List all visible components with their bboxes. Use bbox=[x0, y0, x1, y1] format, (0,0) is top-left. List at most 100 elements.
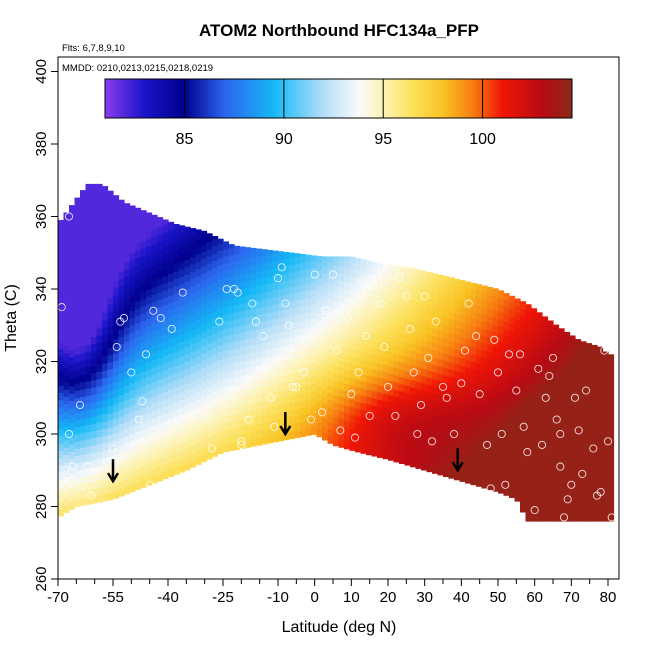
heatmap-cell bbox=[509, 417, 516, 426]
heatmap-cell bbox=[250, 402, 257, 411]
heatmap-cell bbox=[608, 426, 615, 435]
heatmap-cell bbox=[217, 417, 224, 425]
sample-point bbox=[603, 437, 613, 446]
heatmap-cell bbox=[553, 448, 560, 457]
heatmap-cell bbox=[602, 376, 609, 384]
heatmap-cell bbox=[118, 423, 125, 432]
heatmap-cell bbox=[349, 305, 356, 314]
heatmap-cell bbox=[168, 382, 175, 390]
heatmap-cell bbox=[184, 281, 191, 290]
heatmap-cell bbox=[437, 279, 444, 287]
heatmap-cell bbox=[184, 317, 191, 326]
heatmap-cell bbox=[410, 372, 417, 381]
heatmap-cell bbox=[448, 449, 455, 457]
heatmap-cell bbox=[531, 368, 538, 377]
heatmap-cell bbox=[487, 380, 494, 389]
heatmap-cell bbox=[415, 287, 422, 295]
heatmap-cell bbox=[476, 370, 483, 379]
heatmap-cell bbox=[91, 488, 98, 497]
heatmap-cell bbox=[448, 282, 455, 291]
heatmap-cell bbox=[531, 376, 538, 384]
heatmap-cell bbox=[91, 263, 98, 272]
heatmap-cell bbox=[63, 367, 70, 376]
heatmap-cell bbox=[360, 330, 367, 338]
sample-point bbox=[284, 321, 294, 330]
heatmap-cell bbox=[503, 488, 510, 496]
heatmap-cell bbox=[201, 338, 208, 347]
heatmap-cell bbox=[553, 477, 560, 486]
heatmap-cell bbox=[135, 388, 142, 396]
heatmap-cell bbox=[283, 345, 290, 354]
sample-point bbox=[347, 390, 356, 399]
heatmap-cell bbox=[245, 382, 252, 390]
heatmap-cell bbox=[289, 315, 296, 324]
heatmap-cell bbox=[360, 308, 367, 317]
heatmap-cell bbox=[371, 434, 378, 442]
sample-point bbox=[534, 364, 543, 373]
heatmap-cell bbox=[294, 292, 301, 301]
heatmap-cell bbox=[85, 206, 92, 215]
heatmap-cell bbox=[338, 258, 345, 267]
heatmap-cell bbox=[344, 376, 351, 385]
heatmap-cell bbox=[481, 458, 488, 467]
heatmap-cell bbox=[564, 463, 571, 471]
heatmap-cell bbox=[278, 339, 285, 347]
heatmap-cell bbox=[300, 378, 307, 387]
heatmap-cell bbox=[157, 466, 164, 475]
heatmap-cell bbox=[162, 275, 169, 284]
heatmap-cell bbox=[212, 449, 219, 457]
heatmap-cell bbox=[168, 425, 175, 434]
heatmap-cell bbox=[531, 412, 538, 421]
heatmap-cell bbox=[223, 371, 230, 380]
heatmap-cell bbox=[481, 299, 488, 308]
heatmap-cell bbox=[432, 306, 439, 315]
heatmap-cell bbox=[146, 361, 153, 370]
sample-point bbox=[563, 495, 572, 504]
heatmap-cell bbox=[597, 397, 604, 406]
heatmap-cell bbox=[74, 397, 81, 406]
sample-point bbox=[251, 317, 261, 326]
heatmap-cell bbox=[569, 506, 576, 515]
heatmap-cell bbox=[575, 339, 582, 341]
heatmap-cell bbox=[437, 322, 444, 331]
heatmap-cell bbox=[179, 254, 186, 263]
heatmap-cell bbox=[184, 404, 191, 413]
heatmap-cell bbox=[602, 434, 609, 442]
heatmap-cell bbox=[580, 506, 587, 515]
heatmap-cell bbox=[465, 461, 472, 470]
heatmap-cell bbox=[459, 423, 466, 432]
heatmap-cell bbox=[162, 435, 169, 443]
y-tick-label: 300 bbox=[33, 421, 50, 446]
heatmap-cell bbox=[96, 465, 103, 474]
heatmap-cell bbox=[553, 376, 560, 384]
heatmap-cell bbox=[146, 318, 153, 327]
heatmap-cell bbox=[498, 340, 505, 349]
heatmap-cell bbox=[85, 330, 92, 338]
heatmap-cell bbox=[168, 360, 175, 369]
heatmap-cell bbox=[190, 416, 197, 425]
heatmap-cell bbox=[91, 234, 98, 243]
heatmap-cell bbox=[432, 313, 439, 322]
heatmap-cell bbox=[162, 456, 169, 465]
heatmap-cell bbox=[245, 360, 252, 368]
heatmap-cell bbox=[96, 371, 103, 380]
heatmap-cell bbox=[531, 455, 538, 464]
heatmap-cell bbox=[388, 329, 395, 338]
heatmap-cell bbox=[514, 341, 521, 350]
heatmap-cell bbox=[404, 443, 411, 452]
heatmap-cell bbox=[509, 432, 516, 440]
heatmap-cell bbox=[580, 368, 587, 377]
heatmap-cell bbox=[316, 313, 323, 322]
heatmap-cell bbox=[63, 251, 70, 260]
heatmap-cell bbox=[388, 300, 395, 309]
heatmap-cell bbox=[118, 293, 125, 301]
heatmap-cell bbox=[443, 367, 450, 376]
heatmap-cell bbox=[525, 441, 532, 450]
heatmap-cell bbox=[349, 370, 356, 379]
heatmap-cell bbox=[239, 375, 246, 384]
heatmap-cell bbox=[289, 344, 296, 353]
heatmap-cell bbox=[492, 288, 499, 296]
heatmap-cell bbox=[608, 434, 615, 442]
heatmap-cell bbox=[190, 322, 197, 330]
heatmap-cell bbox=[289, 271, 296, 280]
